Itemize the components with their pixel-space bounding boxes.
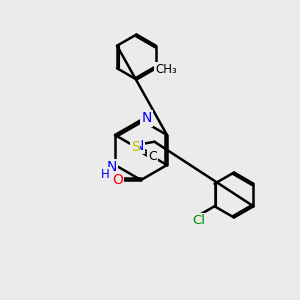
Text: C: C bbox=[148, 150, 157, 163]
Text: S: S bbox=[130, 140, 140, 154]
Text: CH₃: CH₃ bbox=[155, 63, 177, 76]
Text: O: O bbox=[112, 173, 123, 187]
Text: N: N bbox=[107, 160, 117, 174]
Text: Cl: Cl bbox=[192, 214, 205, 227]
Text: N: N bbox=[133, 139, 144, 153]
Text: H: H bbox=[101, 168, 110, 181]
Text: N: N bbox=[141, 112, 152, 125]
